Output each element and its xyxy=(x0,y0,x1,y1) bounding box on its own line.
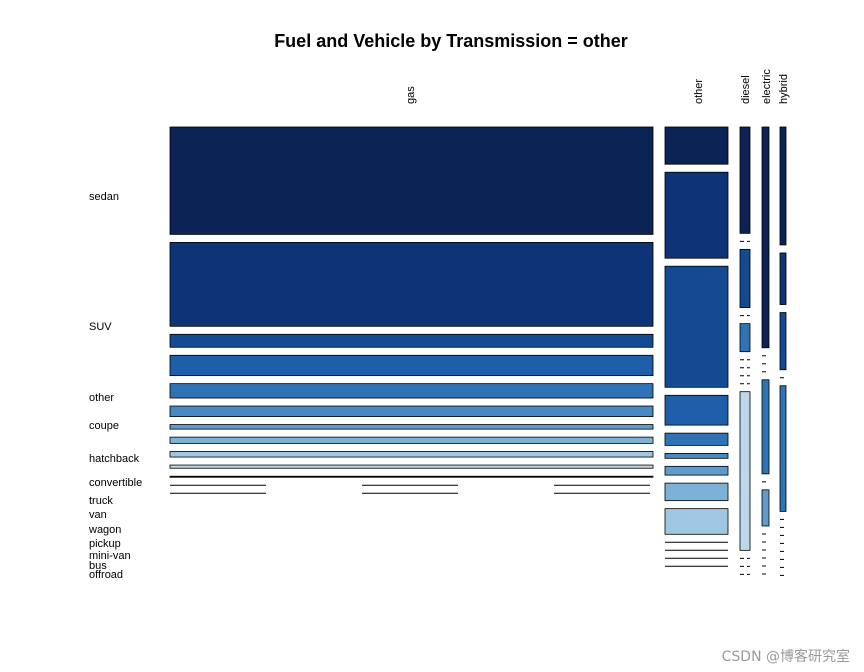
fuel-label-diesel: diesel xyxy=(740,75,752,104)
vehicle-type-labels: sedan SUV other coupe hatchback convertible tr… xyxy=(88,191,142,581)
tile-other-hatchback xyxy=(664,432,729,446)
vehicle-label-sedan: sedan xyxy=(89,191,119,203)
mosaic-tiles xyxy=(169,126,787,576)
tile-hybrid-SUV xyxy=(779,252,787,305)
tile-other-SUV xyxy=(664,171,729,259)
tile-gas-hatchback xyxy=(169,383,654,399)
tile-electric-truck xyxy=(761,489,770,527)
tile-gas-convertible xyxy=(169,405,654,417)
vehicle-label-truck: truck xyxy=(89,495,113,507)
tile-diesel-hatchback xyxy=(739,323,751,353)
vehicle-label-mini-van: mini-van xyxy=(89,550,131,562)
tile-gas-other xyxy=(169,333,654,348)
vehicle-label-convertible: convertible xyxy=(89,477,142,489)
tile-electric-sedan xyxy=(761,126,770,349)
tile-gas-SUV xyxy=(169,242,654,327)
tile-diesel-sedan xyxy=(739,126,751,234)
tile-hybrid-hatchback xyxy=(779,385,787,512)
tile-other-coupe xyxy=(664,394,729,426)
tile-other-sedan xyxy=(664,126,729,165)
chart-title: Fuel and Vehicle by Transmission = other xyxy=(274,31,628,51)
tile-hybrid-other xyxy=(779,312,787,371)
tile-gas-van xyxy=(169,436,654,444)
vehicle-label-pickup: pickup xyxy=(89,538,121,550)
vehicle-label-other: other xyxy=(89,392,114,404)
fuel-label-other: other xyxy=(693,79,705,104)
vehicle-label-wagon: wagon xyxy=(88,524,121,536)
tile-diesel-pickup xyxy=(739,391,751,551)
vehicle-label-bus: bus xyxy=(89,560,107,572)
tile-hybrid-sedan xyxy=(779,126,787,246)
vehicle-label-offroad: offroad xyxy=(89,569,123,581)
fuel-label-electric: electric xyxy=(761,69,773,104)
vehicle-label-van: van xyxy=(89,509,107,521)
tile-diesel-other xyxy=(739,248,751,309)
tile-gas-mini-van xyxy=(169,475,654,478)
vehicle-label-SUV: SUV xyxy=(89,321,112,333)
tile-gas-truck xyxy=(169,424,654,430)
tile-other-wagon xyxy=(664,508,729,535)
tile-other-other xyxy=(664,265,729,388)
tile-other-convertible xyxy=(664,453,729,459)
tile-gas-coupe xyxy=(169,354,654,377)
vehicle-label-coupe: coupe xyxy=(89,420,119,432)
fuel-label-hybrid: hybrid xyxy=(778,74,790,104)
tile-gas-sedan xyxy=(169,126,654,235)
watermark-text: CSDN @博客研究室 xyxy=(721,649,850,665)
vehicle-label-hatchback: hatchback xyxy=(89,453,140,465)
fuel-type-labels: gas other diesel electric hybrid xyxy=(405,69,790,104)
tile-gas-wagon xyxy=(169,451,654,458)
tile-other-truck xyxy=(664,465,729,476)
tile-electric-hatchback xyxy=(761,379,770,475)
fuel-label-gas: gas xyxy=(405,86,417,104)
tile-other-van xyxy=(664,482,729,502)
tile-gas-pickup xyxy=(169,464,654,469)
